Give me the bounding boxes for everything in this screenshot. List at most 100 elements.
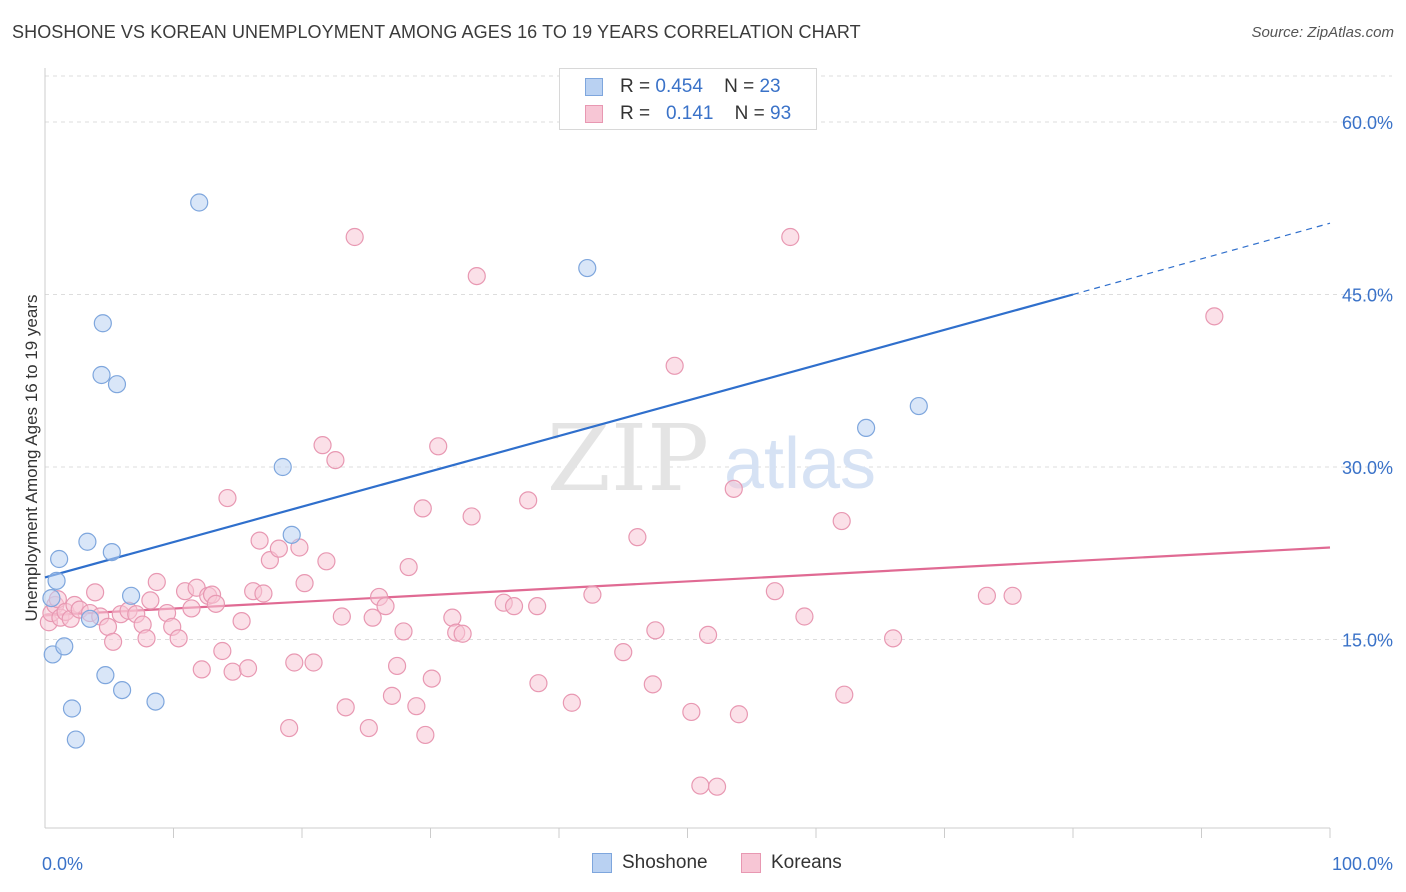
r-value: 0.454 (655, 76, 703, 97)
watermark: ZIP atlas (547, 405, 876, 512)
korean-point (707, 777, 727, 796)
korean-point (317, 552, 336, 571)
korean-point (429, 437, 448, 456)
korean-point (528, 597, 547, 616)
korean-point (254, 584, 273, 603)
shoshone-point (107, 375, 127, 394)
shoshone-point (578, 258, 597, 278)
korean-point (218, 488, 237, 508)
source-label: Source: ZipAtlas.com (1251, 24, 1394, 41)
shoshone-point (102, 542, 121, 562)
koreans-swatch (585, 105, 603, 123)
korean-point (223, 662, 242, 681)
korean-point (399, 557, 418, 577)
korean-point (765, 582, 784, 601)
legend-label-shoshone: Shoshone (622, 852, 708, 873)
korean-point (795, 607, 814, 626)
legend-item-shoshone: Shoshone (592, 852, 708, 874)
r-value: 0.141 (665, 103, 714, 124)
korean-point (359, 718, 378, 738)
watermark-zip: ZIP (547, 405, 709, 512)
y-tick-label: 15.0% (1342, 631, 1393, 651)
shoshone-point (47, 571, 66, 590)
y-tick-label: 45.0% (1342, 286, 1393, 306)
korean-point (147, 572, 166, 592)
korean-point (313, 436, 332, 455)
korean-point (416, 725, 435, 745)
korean-point (394, 622, 413, 641)
korean-point (422, 669, 441, 688)
legend-item-koreans: Koreans (741, 852, 842, 874)
shoshone-point (273, 457, 292, 477)
correlation-legend: R = 0.454 N = 23 R = 0.141 N = 93 (559, 68, 817, 130)
korean-point (269, 539, 288, 558)
korean-point (295, 574, 314, 593)
korean-point (192, 660, 211, 679)
n-value: 23 (759, 76, 781, 97)
korean-point (285, 653, 304, 672)
shoshone-point (55, 637, 74, 656)
legend-label-koreans: Koreans (771, 852, 842, 873)
chart-title: SHOSHONE VS KOREAN UNEMPLOYMENT AMONG AG… (12, 22, 861, 42)
korean-point (467, 267, 486, 286)
korean-point (443, 608, 462, 627)
shoshone-point (96, 666, 115, 685)
watermark-atlas: atlas (724, 424, 876, 504)
y-tick-label: 30.0% (1342, 458, 1393, 478)
korean-point (583, 585, 602, 604)
shoshone-point (121, 586, 141, 605)
korean-point (376, 597, 395, 616)
korean-point (104, 632, 123, 651)
korean-point (781, 227, 800, 247)
legend-stats-koreans: R = 0.141 N = 93 (620, 103, 791, 125)
korean-point (332, 607, 351, 626)
korean-point (137, 629, 156, 648)
r-label: R = (620, 76, 651, 97)
shoshone-point (93, 314, 112, 333)
shoshone-point (282, 525, 301, 544)
r-label: R = (620, 103, 651, 124)
korean-point (232, 611, 251, 631)
korean-point (628, 528, 647, 547)
korean-point (382, 686, 402, 705)
legend-stats-shoshone: R = 0.454 N = 23 (620, 76, 781, 98)
korean-point (407, 697, 426, 716)
shoshone-trend-line (44, 293, 1074, 579)
korean-point (86, 583, 105, 602)
korean-point (682, 702, 701, 722)
korean-point (691, 776, 710, 795)
shoshone-point (62, 699, 82, 718)
korean-point (729, 705, 749, 724)
korean-point (304, 653, 323, 672)
korean-point (206, 594, 226, 613)
korean-point (326, 451, 345, 470)
shoshone-swatch (585, 78, 603, 96)
shoshone-point (857, 418, 876, 437)
korean-point (643, 675, 662, 694)
shoshone-trend-extension (1072, 222, 1331, 296)
shoshone-point (66, 730, 85, 749)
koreans-swatch (741, 853, 761, 873)
shoshone-point (112, 680, 132, 700)
axes (44, 68, 1331, 838)
x-tick-label: 100.0% (1332, 854, 1393, 874)
shoshone-point (78, 532, 97, 551)
korean-point (614, 643, 633, 662)
korean-point (883, 629, 903, 648)
korean-point (665, 356, 684, 375)
korean-point (141, 591, 160, 610)
korean-point (345, 227, 364, 247)
korean-point (453, 624, 472, 643)
shoshone-point (80, 609, 100, 628)
korean-point (1205, 307, 1224, 326)
korean-point (462, 507, 481, 526)
x-tick-label: 0.0% (42, 854, 83, 874)
n-label: N = (724, 76, 755, 97)
shoshone-swatch (592, 853, 612, 873)
korean-point (213, 641, 232, 661)
shoshone-point (190, 193, 209, 212)
korean-point (519, 491, 538, 510)
korean-point (250, 531, 269, 550)
korean-point (1003, 586, 1022, 605)
